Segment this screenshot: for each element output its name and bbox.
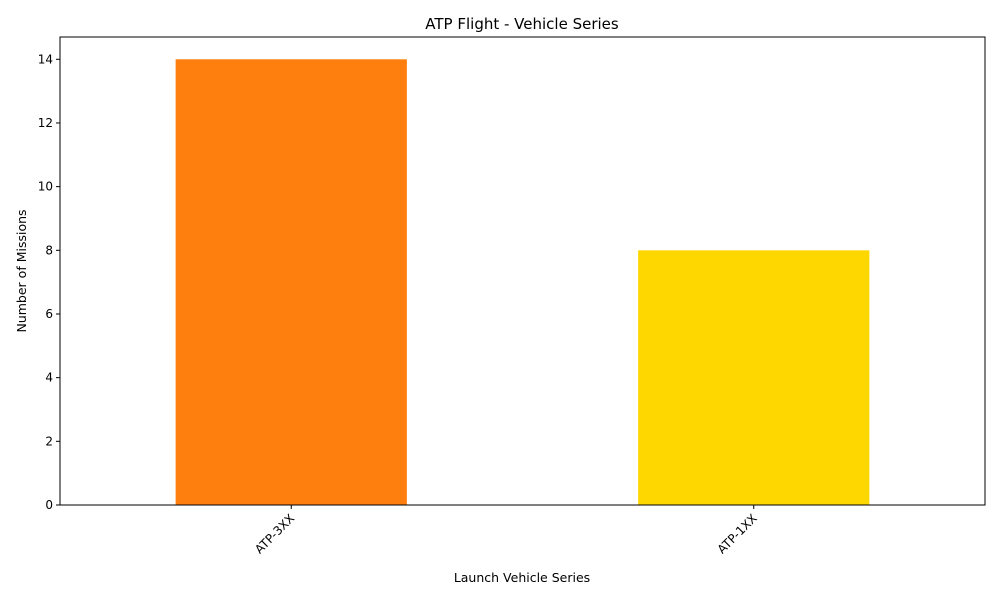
y-tick-label: 6 [45, 307, 53, 321]
y-tick-label: 4 [45, 371, 53, 385]
x-axis-label: Launch Vehicle Series [454, 570, 590, 585]
x-tick-label: ATP-3XX [252, 511, 297, 556]
y-tick-label: 0 [45, 498, 53, 512]
x-axis-ticks: ATP-3XX ATP-1XX [252, 505, 760, 556]
y-tick-label: 14 [38, 52, 53, 66]
y-axis-label: Number of Missions [14, 209, 29, 332]
bar-atp-1xx [638, 250, 870, 505]
y-axis-ticks: 0 2 4 6 8 10 12 14 [38, 52, 60, 512]
y-tick-label: 8 [45, 243, 53, 257]
x-tick-label: ATP-1XX [715, 511, 760, 556]
bar-atp-3xx [175, 59, 407, 506]
plot-frame [59, 36, 986, 506]
y-tick-label: 10 [38, 180, 53, 194]
chart-title: ATP Flight - Vehicle Series [425, 15, 619, 33]
y-tick-label: 12 [38, 116, 53, 130]
bars-layer [175, 59, 870, 506]
y-tick-label: 2 [45, 434, 53, 448]
